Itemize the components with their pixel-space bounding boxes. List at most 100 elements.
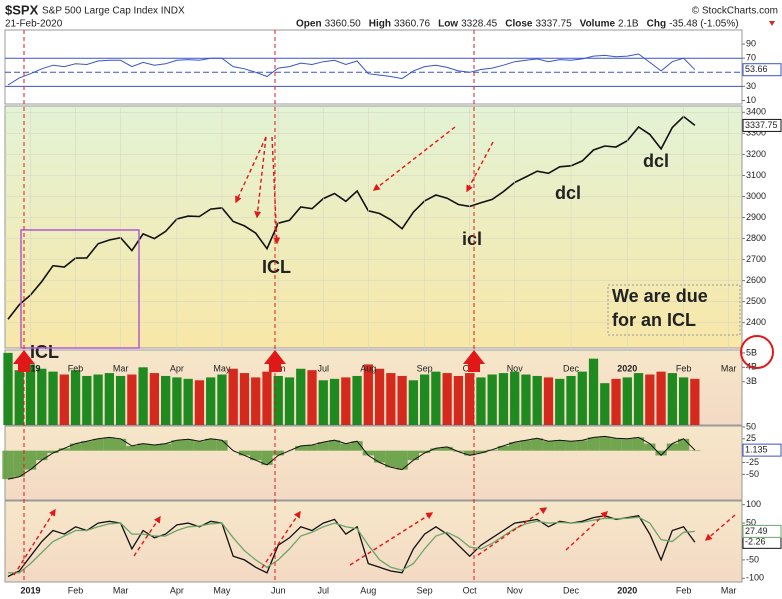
arrow — [13, 508, 56, 576]
x-tick-label: Sep — [417, 585, 433, 595]
histogram-bar — [328, 440, 341, 451]
volume-bar — [667, 373, 677, 425]
x-tick-label: Jul — [318, 363, 330, 373]
y-tick-label: 2900 — [746, 212, 766, 222]
x-tick-label: 2019 — [21, 585, 41, 595]
histogram-bar — [24, 450, 37, 470]
arrow — [565, 511, 609, 551]
x-tick-label: Dec — [563, 585, 580, 595]
x-tick-label: Oct — [463, 585, 478, 595]
note-line: for an ICL — [612, 310, 696, 330]
volume-bar — [442, 373, 452, 425]
histogram-bar — [261, 450, 273, 465]
arrow — [349, 512, 434, 566]
volume-bar — [93, 374, 103, 425]
x-tick-label: Mar — [113, 585, 129, 595]
y-tick-label: 100 — [746, 499, 761, 509]
volume-bar — [239, 373, 250, 425]
volume-bar — [217, 374, 227, 425]
x-tick-label: Feb — [68, 585, 84, 595]
y-tick-label: 2400 — [746, 317, 766, 327]
y-tick-label: 3000 — [746, 191, 766, 201]
histogram-bar — [58, 448, 70, 451]
volume-bar — [352, 375, 362, 425]
volume-bar — [296, 368, 306, 425]
rsi-panel — [4, 29, 743, 105]
arrow — [466, 141, 494, 193]
y-tick-label: 2800 — [746, 233, 766, 243]
value-tag: 53.66 — [745, 64, 768, 74]
quote-label: Chg — [647, 19, 666, 30]
value-tag: -2.26 — [745, 537, 766, 547]
volume-bar — [532, 375, 542, 425]
x-tick-label: Nov — [507, 585, 524, 595]
quote-value: 2.1B — [618, 19, 639, 30]
histogram-bar — [655, 450, 667, 456]
x-tick-label: Jun — [271, 585, 286, 595]
histogram-bar — [160, 443, 172, 451]
line — [8, 516, 695, 574]
volume-bar — [521, 374, 531, 425]
volume-bar — [633, 373, 644, 425]
arrow — [133, 515, 161, 557]
volume-bar — [14, 370, 24, 425]
volume-bar — [453, 375, 464, 425]
histogram-bar — [126, 445, 138, 451]
y-tick-label: -100 — [746, 573, 764, 583]
histogram-bar — [103, 437, 115, 451]
volume-bar — [273, 375, 283, 425]
volume-bar — [104, 373, 114, 425]
quote-value: -35.48 (-1.05%) — [669, 19, 738, 30]
macd-panel — [4, 425, 743, 501]
y-tick-label: 2700 — [746, 254, 766, 264]
histogram-bar — [554, 440, 566, 451]
line — [7, 514, 696, 578]
value-tag: 3337.75 — [745, 120, 778, 130]
volume-bar — [476, 377, 486, 425]
quote-label: Low — [438, 19, 458, 30]
histogram-bar — [182, 439, 194, 451]
volume-bar — [82, 375, 92, 425]
oscillator-panel — [4, 500, 743, 583]
volume-bar — [543, 377, 554, 425]
quote-label: Close — [505, 19, 533, 30]
volume-bar — [138, 367, 148, 425]
line — [7, 115, 696, 320]
volume-bar — [307, 370, 317, 425]
volume-bar — [161, 375, 171, 425]
volume-bar — [127, 374, 137, 425]
y-tick-label: 2600 — [746, 275, 766, 285]
histogram-bar — [250, 450, 262, 461]
volume-bar — [25, 364, 36, 425]
volume-bar — [656, 371, 666, 425]
histogram-bar — [599, 436, 611, 451]
volume-bar — [555, 378, 565, 425]
volume-bar — [690, 378, 700, 425]
histogram-bar — [666, 443, 678, 451]
histogram-bar — [497, 445, 510, 451]
x-tick-label: Mar — [113, 363, 129, 373]
x-tick-label: Aug — [360, 585, 376, 595]
volume-bar — [37, 368, 47, 425]
volume-bar — [363, 364, 373, 425]
quote-label: Volume — [580, 19, 616, 30]
x-tick-label: May — [213, 585, 231, 595]
annotation: dcl — [643, 151, 669, 171]
histogram-bar — [193, 441, 206, 451]
y-tick-label: 3300 — [746, 128, 766, 138]
y-tick-label: 50 — [746, 517, 756, 527]
volume-bar — [194, 380, 205, 425]
annotation: ICL — [30, 342, 59, 362]
x-tick-label: Dec — [563, 363, 580, 373]
cycle-lines — [23, 30, 475, 582]
histogram-bar — [238, 450, 251, 456]
histogram-bar — [69, 443, 82, 451]
volume-bar — [498, 373, 509, 425]
volume-bar — [149, 373, 160, 425]
volume-bar — [115, 375, 126, 425]
y-tick-label: 2500 — [746, 296, 766, 306]
volume-bar — [678, 377, 689, 425]
volume-bar — [251, 377, 261, 425]
volume-bar — [408, 380, 418, 425]
volume-bar — [59, 374, 69, 425]
